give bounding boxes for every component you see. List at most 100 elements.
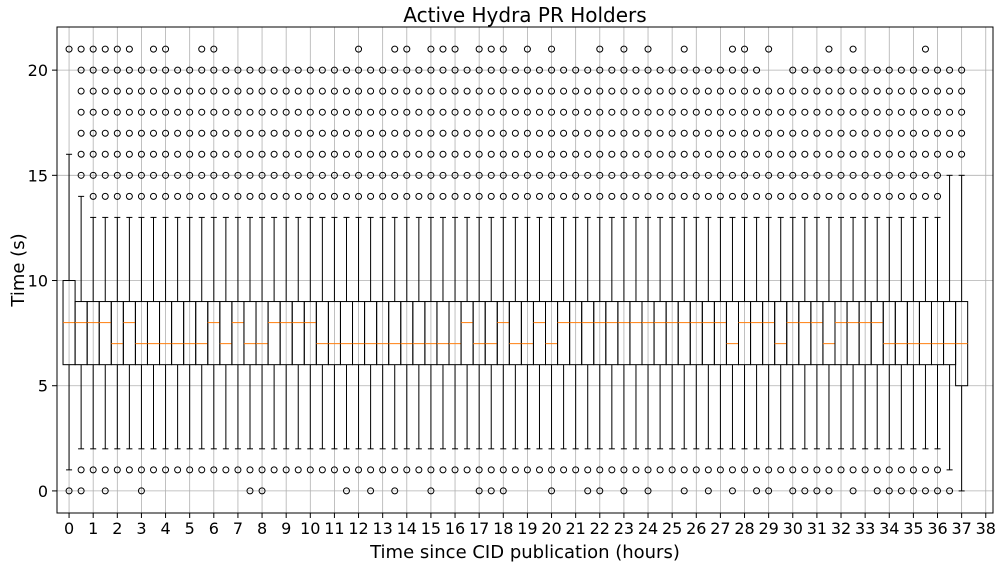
box-flier — [801, 87, 809, 95]
box-flier — [897, 192, 905, 200]
box-flier — [909, 466, 917, 474]
box-flier — [934, 87, 942, 95]
box-flier — [77, 466, 85, 474]
box-flier — [463, 466, 471, 474]
x-tick-label: 32 — [831, 519, 851, 538]
box-flier — [572, 108, 580, 116]
box-flier — [511, 66, 519, 74]
box-flier — [342, 487, 350, 495]
x-tick-label: 3 — [136, 519, 146, 538]
box-flier — [137, 108, 145, 116]
box-flier — [620, 192, 628, 200]
box-flier — [921, 150, 929, 158]
box-iqr — [846, 301, 860, 366]
x-tick-label: 12 — [348, 519, 368, 538]
box-flier — [258, 108, 266, 116]
box-flier — [753, 171, 761, 179]
box-flier — [620, 87, 628, 95]
box-flier — [149, 87, 157, 95]
box-flier — [656, 129, 664, 137]
box-flier — [680, 150, 688, 158]
box-flier — [246, 466, 254, 474]
box-flier — [704, 108, 712, 116]
box-flier — [427, 66, 435, 74]
box-group — [122, 45, 136, 474]
box-flier — [415, 66, 423, 74]
box-flier — [741, 150, 749, 158]
box-flier — [741, 192, 749, 200]
box-flier — [451, 87, 459, 95]
box-flier — [101, 192, 109, 200]
box-flier — [89, 45, 97, 53]
box-flier — [548, 192, 556, 200]
box-flier — [174, 108, 182, 116]
box-flier — [668, 466, 676, 474]
box-group — [689, 66, 703, 474]
box-flier — [198, 466, 206, 474]
box-flier — [330, 192, 338, 200]
box-flier — [668, 150, 676, 158]
box-flier — [210, 129, 218, 137]
box-flier — [704, 466, 712, 474]
box-flier — [162, 129, 170, 137]
box-flier — [198, 150, 206, 158]
box-flier — [246, 108, 254, 116]
box-flier — [692, 87, 700, 95]
box-flier — [716, 171, 724, 179]
box-iqr — [557, 301, 571, 366]
box-flier — [499, 108, 507, 116]
box-flier — [162, 192, 170, 200]
box-flier — [548, 66, 556, 74]
x-tick-label: 1 — [88, 519, 98, 538]
box-flier — [427, 87, 435, 95]
box-iqr — [774, 301, 788, 366]
box-flier — [849, 192, 857, 200]
box-iqr — [629, 301, 643, 366]
box-flier — [584, 150, 592, 158]
box-flier — [355, 171, 363, 179]
box-flier — [523, 466, 531, 474]
box-flier — [849, 87, 857, 95]
box-flier — [608, 66, 616, 74]
box-flier — [825, 66, 833, 74]
y-axis-label: Time (s) — [8, 233, 29, 307]
box-flier — [186, 150, 194, 158]
box-flier — [777, 108, 785, 116]
box-flier — [813, 192, 821, 200]
box-flier — [475, 466, 483, 474]
box-flier — [125, 129, 133, 137]
box-flier — [885, 487, 893, 495]
box-flier — [246, 87, 254, 95]
box-flier — [777, 87, 785, 95]
box-flier — [367, 129, 375, 137]
x-tick-label: 24 — [638, 519, 658, 538]
ticks-layer: 0 1 2 3 4 5 6 7 8 9 10 11 12 13 14 15 16 17 18 19 20 21 22 23 24… — [28, 61, 996, 538]
box-iqr — [653, 301, 667, 366]
box-flier — [523, 192, 531, 200]
box-flier — [89, 87, 97, 95]
box-flier — [270, 66, 278, 74]
box-flier — [403, 87, 411, 95]
box-group — [352, 45, 366, 474]
box-flier — [765, 108, 773, 116]
box-flier — [439, 45, 447, 53]
x-tick-label: 22 — [590, 519, 610, 538]
box-flier — [379, 192, 387, 200]
box-flier — [65, 487, 73, 495]
box-flier — [523, 150, 531, 158]
box-iqr — [339, 301, 354, 366]
box-flier — [439, 87, 447, 95]
box-flier — [367, 150, 375, 158]
box-flier — [294, 150, 302, 158]
box-flier — [596, 87, 604, 95]
box-flier — [825, 129, 833, 137]
box-flier — [680, 129, 688, 137]
box-flier — [342, 171, 350, 179]
box-flier — [270, 150, 278, 158]
box-flier — [548, 171, 556, 179]
x-tick-label: 38 — [976, 519, 996, 538]
box-iqr — [436, 301, 450, 366]
box-flier — [355, 192, 363, 200]
box-flier — [318, 66, 326, 74]
box-flier — [451, 108, 459, 116]
